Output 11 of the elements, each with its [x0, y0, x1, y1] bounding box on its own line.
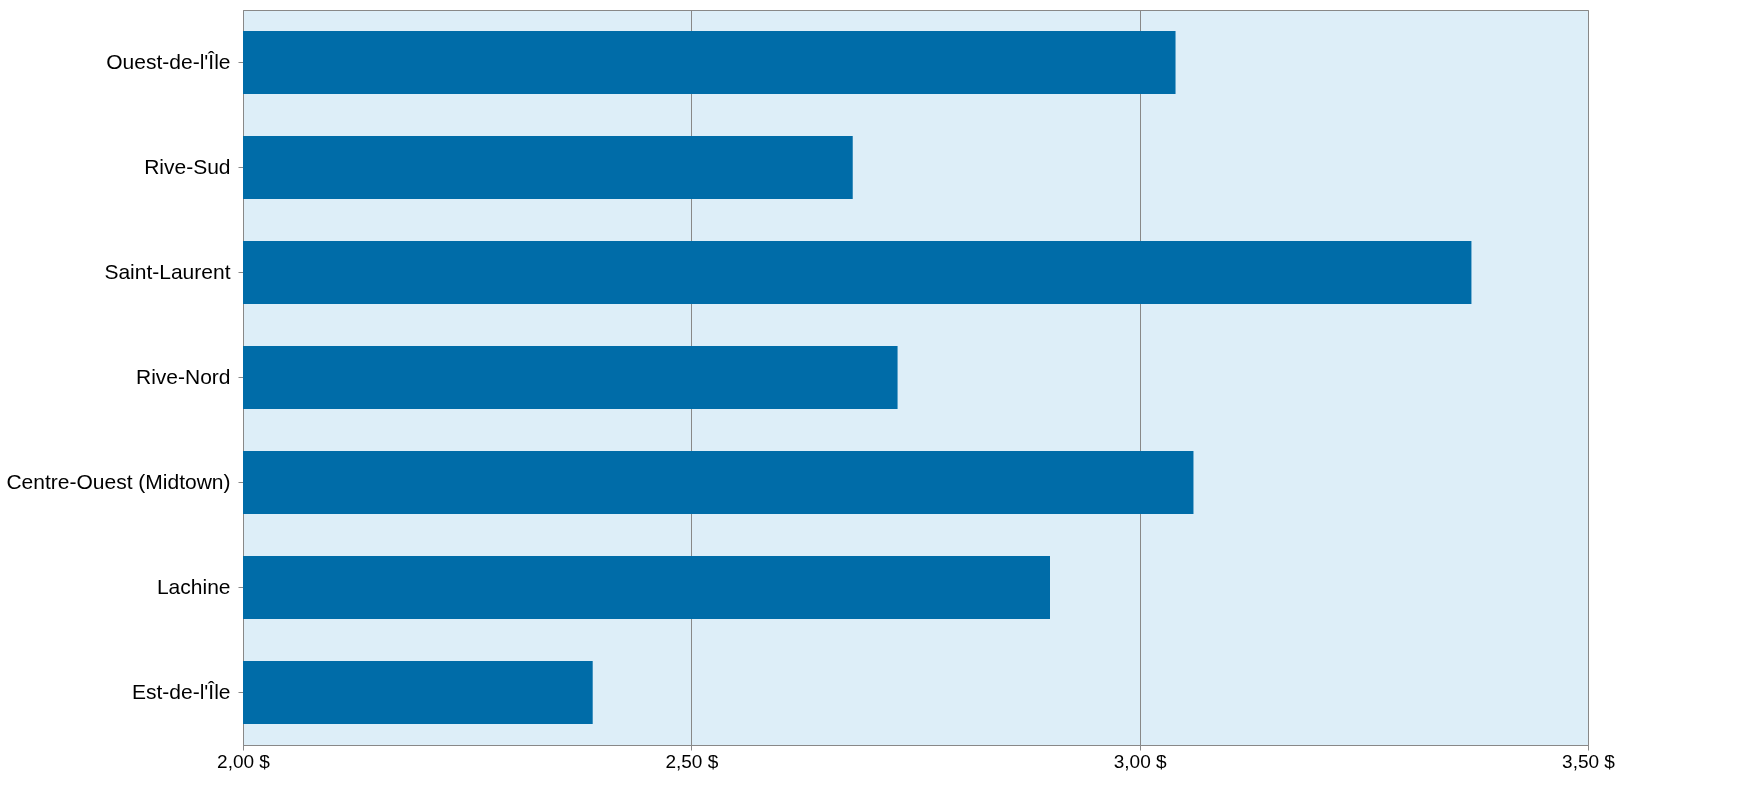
x-tick-label: 3,00 $ [1113, 750, 1168, 772]
y-tick-label: Est-de-l'Île [131, 679, 231, 703]
y-tick-label: Rive-Sud [144, 154, 231, 178]
x-tick-label: 3,50 $ [1562, 750, 1616, 772]
y-tick-label: Rive-Nord [135, 364, 231, 388]
y-tick-label: Centre-Ouest (Midtown) [6, 469, 231, 493]
y-tick-label: Saint-Laurent [104, 259, 231, 283]
x-tick-label: 2,00 $ [217, 750, 271, 772]
x-tick-label: 2,50 $ [665, 750, 719, 772]
y-tick-label: Ouest-de-l'Île [106, 49, 231, 73]
y-tick-label: Lachine [156, 574, 231, 598]
